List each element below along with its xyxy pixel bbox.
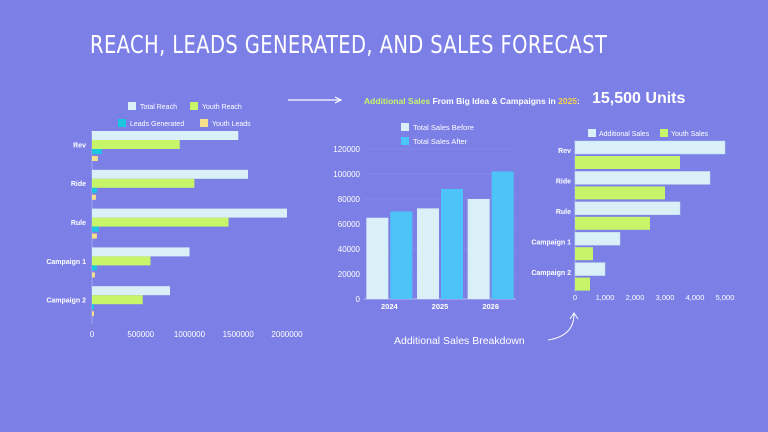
- bar-leads-generated-ride: [92, 187, 97, 193]
- bar-youth-reach-campaign-2: [92, 295, 143, 305]
- legend-swatch-leads-generated: [118, 119, 126, 127]
- x-tick-label: 0: [90, 330, 95, 339]
- x-tick-label: 0: [573, 293, 577, 302]
- legend-label-youth-sales: Youth Sales: [671, 131, 709, 138]
- bar-total-sales-after-2026: [491, 171, 514, 299]
- bar-total-reach-rule: [92, 208, 287, 218]
- category-label-campaign-1: Campaign 1: [46, 259, 86, 266]
- y-tick-label: 40000: [338, 245, 361, 254]
- legend-swatch-youth-reach: [190, 102, 198, 110]
- category-label-ride: Ride: [71, 181, 86, 188]
- bar-youth-reach-rule: [92, 217, 229, 227]
- additional-sales-chart: Additional Sales Youth Sales Rev Ride Rule Ca…: [531, 129, 734, 302]
- x-tick-label: 1500000: [223, 330, 255, 339]
- bar-total-reach-rev: [92, 131, 239, 140]
- x-tick-label-2026: 2026: [482, 302, 499, 311]
- legend-swatch-youth-sales: [660, 129, 668, 137]
- x-tick-label: 1000000: [174, 330, 206, 339]
- bar-total-reach-campaign-2: [92, 286, 170, 296]
- headline-colon: :: [577, 96, 580, 106]
- bar-youth-leads-campaign-1: [92, 272, 95, 278]
- legend-swatch-additional-sales: [588, 129, 596, 137]
- category-label-campaign-2: Campaign 2: [46, 298, 86, 305]
- y-tick-label: 60000: [338, 220, 361, 229]
- total-sales-chart: Total Sales Before Total Sales After 0 2000…: [333, 123, 516, 311]
- additional-sales-headline: Additional Sales From Big Idea & Campaig…: [364, 96, 580, 106]
- legend-label-total-reach: Total Reach: [140, 104, 177, 111]
- bar-additional-sales-campaign-2: [574, 262, 606, 276]
- category-label-campaign-1: Campaign 1: [531, 239, 571, 246]
- legend-swatch-total-sales-after: [401, 137, 409, 145]
- bar-total-sales-before-2024: [366, 217, 389, 299]
- x-tick-label: 3,000: [656, 293, 675, 302]
- bar-total-sales-before-2026: [467, 199, 490, 299]
- bar-youth-reach-campaign-1: [92, 256, 151, 266]
- x-tick-label: 5,000: [716, 293, 735, 302]
- y-tick-label: 20000: [338, 270, 361, 279]
- bar-total-sales-after-2025: [441, 189, 463, 299]
- connector-arrow: [288, 96, 343, 104]
- x-tick-label: 2,000: [626, 293, 645, 302]
- bar-leads-generated-campaign-1: [92, 265, 97, 271]
- y-tick-label: 120000: [333, 145, 360, 154]
- bar-youth-sales-rev: [575, 156, 680, 169]
- category-label-rev: Rev: [558, 148, 571, 155]
- page-title: REACH, LEADS GENERATED, AND SALES FORECA…: [90, 30, 608, 59]
- category-label-rule: Rule: [71, 220, 86, 227]
- bar-youth-leads-rev: [92, 156, 98, 161]
- legend-label-total-sales-after: Total Sales After: [413, 137, 468, 146]
- category-label-ride: Ride: [556, 179, 571, 186]
- headline-highlight: Additional Sales: [364, 96, 431, 106]
- legend-label-leads-generated: Leads Generated: [130, 121, 184, 128]
- x-tick-label: 1,000: [596, 293, 615, 302]
- y-tick-label: 80000: [338, 195, 361, 204]
- bar-leads-generated-campaign-2: [92, 304, 94, 310]
- breakdown-caption: Additional Sales Breakdown: [394, 335, 525, 347]
- bar-additional-sales-rev: [574, 140, 726, 155]
- x-tick-label-2025: 2025: [432, 302, 449, 311]
- bar-youth-sales-campaign-1: [575, 247, 593, 261]
- bar-youth-leads-ride: [92, 194, 96, 200]
- y-tick-label: 100000: [333, 170, 360, 179]
- bar-youth-sales-rule: [575, 216, 650, 230]
- legend-swatch-total-sales-before: [401, 123, 409, 131]
- bar-youth-leads-campaign-2: [92, 311, 94, 317]
- headline-text: From Big Idea & Campaigns in: [430, 96, 559, 106]
- x-tick-label: 2000000: [271, 330, 303, 339]
- bar-total-reach-campaign-1: [92, 247, 190, 257]
- bar-total-sales-before-2025: [417, 208, 439, 299]
- legend-label-additional-sales: Additional Sales: [599, 131, 650, 138]
- x-tick-label: 4,000: [686, 293, 705, 302]
- legend-label-youth-leads: Youth Leads: [212, 121, 251, 128]
- legend-swatch-youth-leads: [200, 119, 208, 127]
- units-total: 15,500 Units: [592, 90, 686, 107]
- x-tick-label-2024: 2024: [381, 302, 399, 311]
- bar-youth-reach-ride: [92, 178, 195, 188]
- legend-swatch-total-reach: [128, 102, 136, 110]
- bar-youth-sales-campaign-2: [575, 277, 590, 291]
- category-label-campaign-2: Campaign 2: [531, 270, 571, 277]
- y-tick-label: 0: [356, 295, 361, 304]
- curved-arrow: [547, 312, 579, 341]
- headline-year: 2025: [558, 96, 578, 106]
- legend-label-total-sales-before: Total Sales Before: [413, 123, 474, 132]
- bar-youth-leads-rule: [92, 233, 97, 239]
- legend-label-youth-reach: Youth Reach: [202, 104, 242, 111]
- reach-leads-chart: Total Reach Youth Reach Leads Generated You…: [46, 102, 303, 339]
- bar-additional-sales-campaign-1: [574, 231, 621, 246]
- bar-total-sales-after-2024: [390, 211, 413, 299]
- x-tick-label: 500000: [127, 330, 154, 339]
- bar-total-reach-ride: [92, 169, 248, 179]
- bar-leads-generated-rule: [92, 226, 99, 232]
- category-label-rev: Rev: [73, 142, 86, 149]
- bar-leads-generated-rev: [92, 149, 102, 154]
- bar-youth-sales-ride: [575, 186, 665, 200]
- bar-additional-sales-ride: [574, 171, 711, 185]
- bar-additional-sales-rule: [574, 201, 681, 216]
- bar-youth-reach-rev: [92, 140, 180, 149]
- category-label-rule: Rule: [556, 209, 571, 216]
